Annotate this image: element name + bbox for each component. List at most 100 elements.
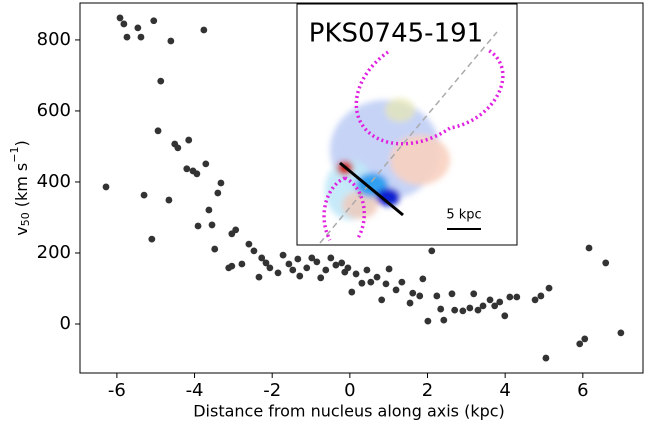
point	[545, 284, 553, 292]
y-tick-label: 0	[60, 313, 71, 334]
y-label-sup: −1	[8, 147, 21, 163]
y-label-base: v	[12, 226, 31, 235]
point	[245, 240, 253, 248]
point	[433, 292, 441, 300]
point	[437, 305, 445, 313]
point	[258, 254, 266, 262]
point	[486, 296, 494, 304]
points-layer	[102, 14, 625, 362]
point	[116, 14, 124, 22]
point	[506, 293, 514, 301]
point	[537, 292, 545, 300]
cone-outline	[322, 176, 366, 241]
y-tick-label: 800	[37, 29, 71, 50]
point	[183, 165, 191, 173]
x-tick-label: 2	[422, 380, 433, 401]
point	[338, 259, 346, 267]
x-tick-label: -6	[108, 380, 126, 401]
point	[398, 278, 406, 286]
point	[358, 279, 366, 287]
point	[217, 179, 225, 187]
point	[332, 261, 340, 269]
x-axis-label: Distance from nucleus along axis (kpc)	[193, 402, 505, 421]
slit	[339, 161, 404, 217]
point	[102, 183, 110, 191]
point	[373, 273, 381, 281]
point	[137, 33, 145, 41]
inset: PKS0745-191 5 kpc	[296, 3, 518, 246]
point	[348, 288, 356, 296]
point	[409, 289, 417, 297]
point	[585, 244, 593, 252]
x-tick-label: 4	[499, 380, 510, 401]
point	[451, 306, 459, 314]
point	[185, 136, 193, 144]
point	[174, 144, 182, 152]
point	[211, 245, 219, 253]
point	[448, 290, 456, 298]
point	[581, 335, 589, 343]
point	[202, 160, 210, 168]
point	[148, 235, 156, 243]
point	[542, 354, 550, 362]
point	[150, 17, 158, 25]
point	[274, 269, 282, 277]
plot-frame	[79, 2, 644, 374]
point	[279, 251, 287, 259]
point	[385, 265, 393, 273]
x-tick-label: 6	[577, 380, 588, 401]
y-label-unit: (km s	[12, 163, 31, 208]
point	[120, 20, 128, 28]
point	[205, 206, 213, 214]
x-tick-label: -2	[263, 380, 281, 401]
point	[225, 264, 233, 272]
point	[424, 317, 432, 325]
y-tick-label: 200	[37, 242, 71, 263]
point	[352, 270, 360, 278]
point	[193, 170, 201, 178]
axis-line	[319, 31, 498, 244]
point	[382, 280, 390, 288]
point	[531, 296, 539, 304]
point	[208, 221, 216, 229]
point	[134, 24, 142, 32]
y-label-sub: 50	[19, 212, 32, 226]
point	[167, 37, 175, 45]
point	[513, 293, 521, 301]
point	[322, 266, 330, 274]
point	[440, 316, 448, 324]
point	[327, 254, 335, 262]
point	[470, 290, 478, 298]
point	[474, 306, 482, 314]
point	[165, 196, 173, 204]
point	[255, 273, 263, 281]
point	[344, 264, 352, 272]
point	[154, 127, 162, 135]
point	[378, 296, 386, 304]
point	[194, 222, 202, 230]
point	[317, 274, 325, 282]
point	[157, 77, 165, 85]
point	[289, 266, 297, 274]
y-tick-label: 600	[37, 100, 71, 121]
point	[501, 312, 509, 320]
point	[576, 340, 584, 348]
point	[140, 191, 148, 199]
point	[303, 264, 311, 272]
point	[496, 298, 504, 306]
point	[266, 264, 274, 272]
y-axis-label: v50 (km s−1)	[8, 140, 32, 235]
point	[363, 266, 371, 274]
point	[285, 260, 293, 268]
inset-title: PKS0745-191	[309, 19, 483, 49]
x-tick-label: 0	[344, 380, 355, 401]
point	[466, 304, 474, 312]
point	[602, 259, 610, 267]
point	[238, 260, 246, 268]
scale-label: 5 kpc	[446, 208, 481, 223]
point	[308, 254, 316, 262]
x-tick-label: -4	[186, 380, 204, 401]
point	[419, 275, 427, 283]
point	[367, 278, 375, 286]
